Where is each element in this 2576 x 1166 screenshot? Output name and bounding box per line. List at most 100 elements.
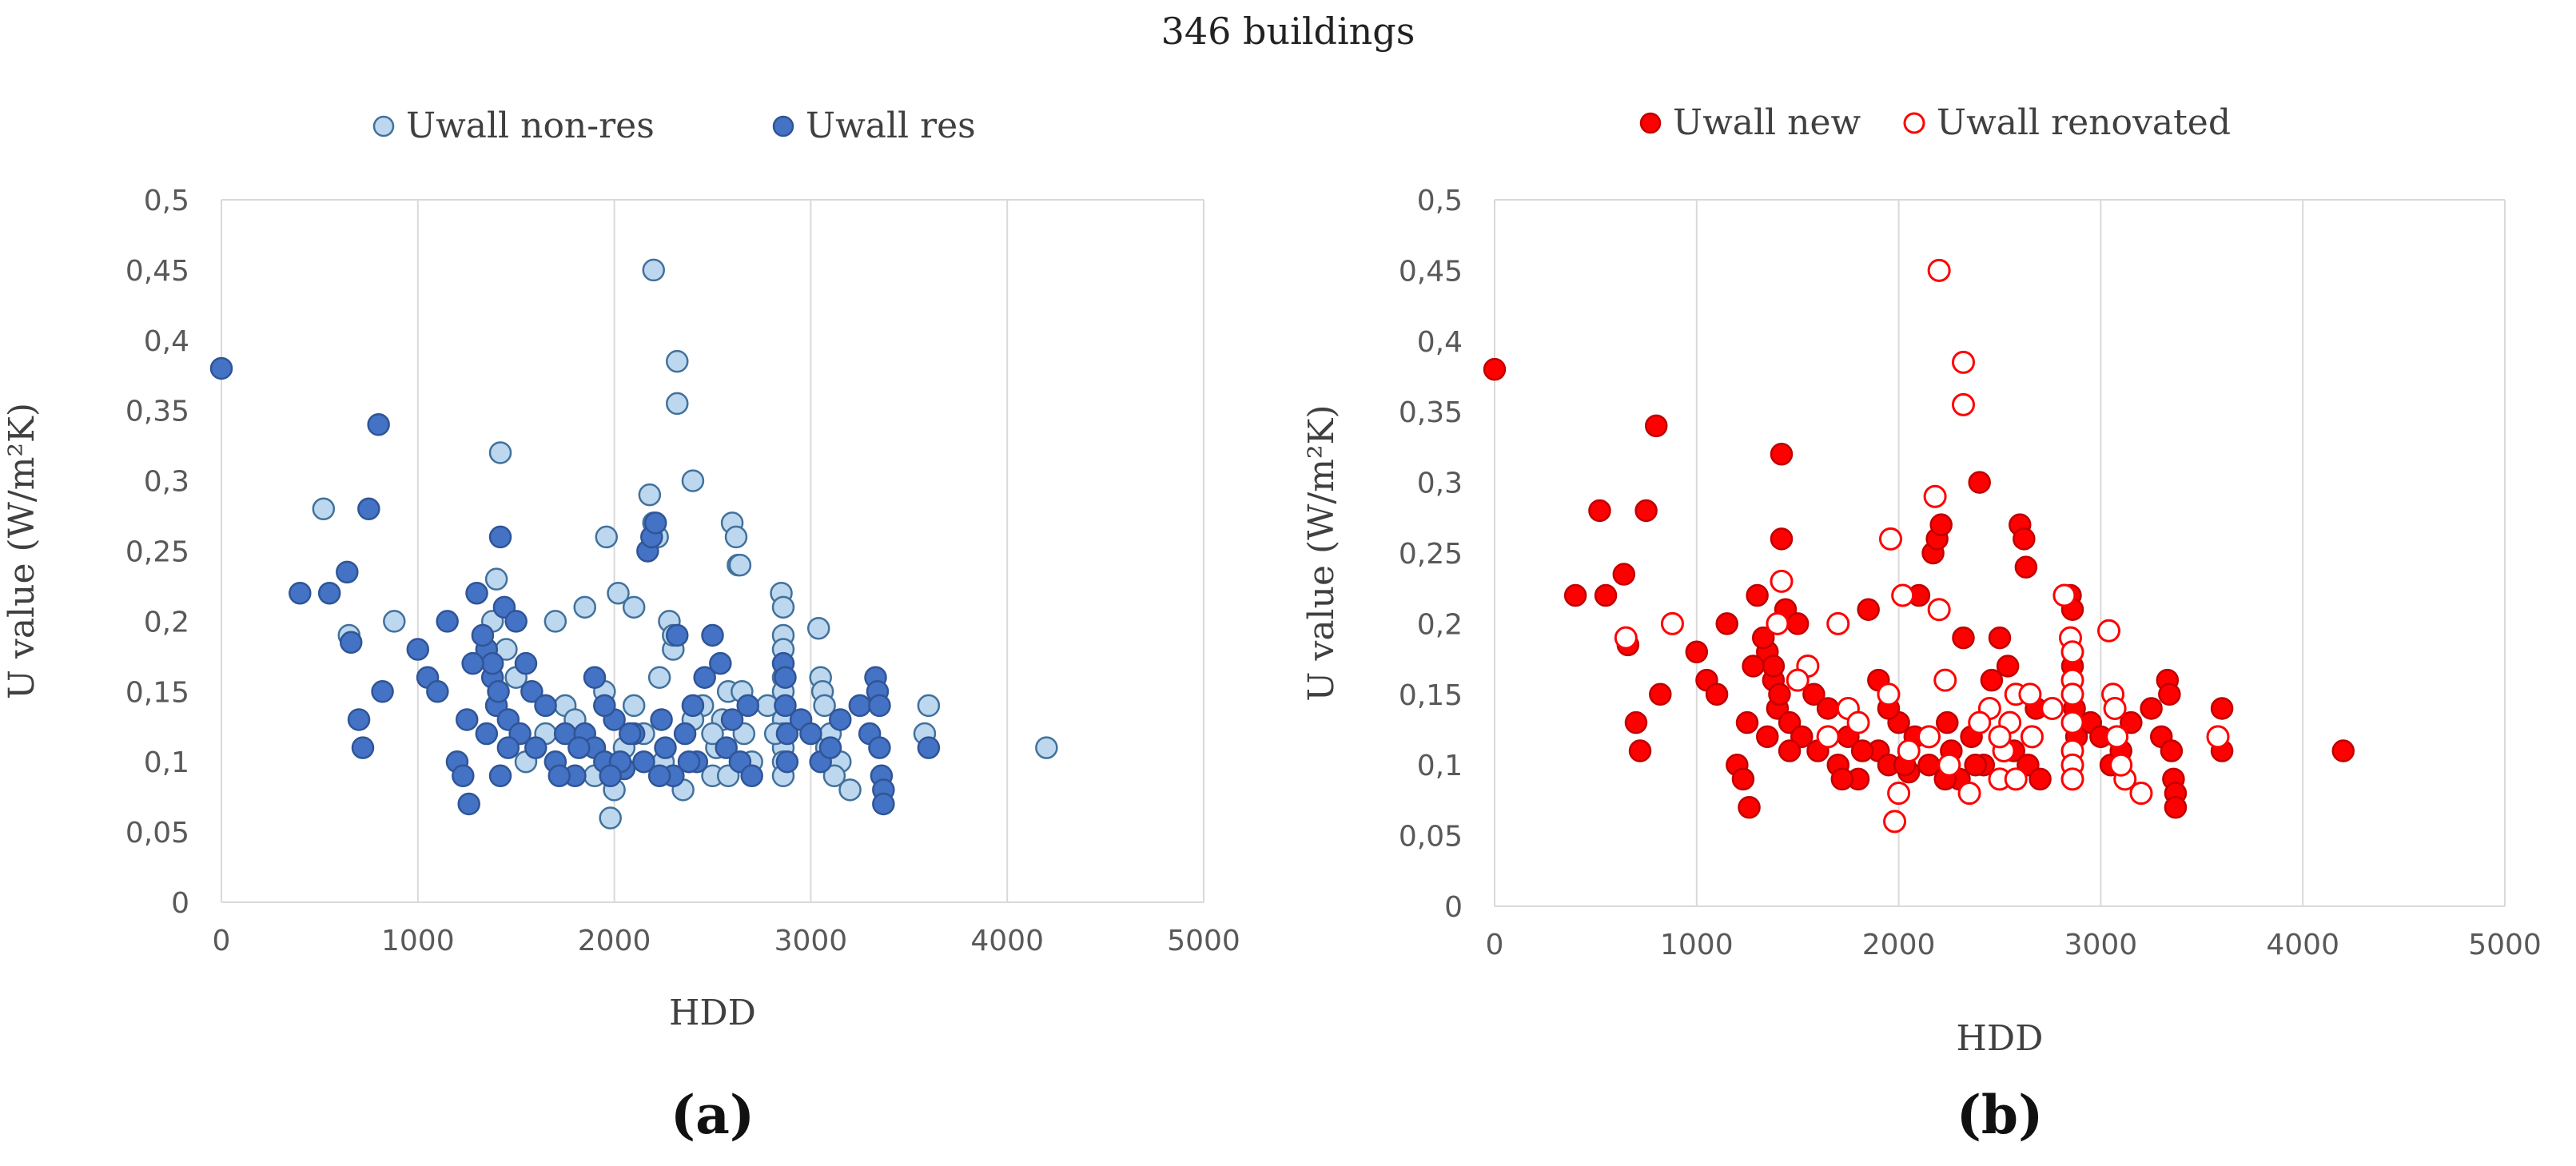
data-point xyxy=(351,736,375,759)
data-point xyxy=(2120,710,2143,734)
data-point xyxy=(607,581,630,605)
data-point xyxy=(709,651,732,675)
data-point xyxy=(488,525,512,549)
data-point xyxy=(2331,739,2355,762)
data-point xyxy=(461,651,484,675)
data-point xyxy=(822,764,846,788)
data-point xyxy=(2206,725,2230,749)
y-tick-label: 0 xyxy=(1444,891,1463,924)
legend-label: Uwall res xyxy=(806,105,976,146)
data-point xyxy=(2164,795,2188,819)
data-point xyxy=(487,680,510,703)
data-point xyxy=(209,356,233,380)
data-point xyxy=(1952,626,1975,650)
data-point xyxy=(2210,697,2234,720)
data-point xyxy=(622,694,646,718)
data-point xyxy=(1705,682,1729,706)
data-point xyxy=(775,750,799,774)
data-point xyxy=(475,722,499,746)
data-point xyxy=(1735,710,1759,734)
data-point xyxy=(1612,563,1636,586)
x-axis-title: HDD xyxy=(1957,1018,2044,1059)
y-tick-label: 0,45 xyxy=(1399,255,1463,288)
data-point xyxy=(1770,527,1794,551)
data-point xyxy=(1968,471,1991,494)
data-point xyxy=(514,651,538,675)
x-tick-label: 3000 xyxy=(774,925,848,957)
legend-marker xyxy=(1903,112,1925,134)
data-point xyxy=(436,610,459,633)
data-point xyxy=(740,764,763,788)
data-point xyxy=(593,694,616,718)
data-point xyxy=(573,595,596,619)
data-point xyxy=(1933,668,1957,692)
data-point xyxy=(595,525,619,549)
data-point xyxy=(2140,697,2163,720)
data-point xyxy=(642,258,666,282)
data-point xyxy=(1846,710,1870,734)
data-point xyxy=(643,511,667,535)
data-point xyxy=(1786,668,1810,692)
data-point xyxy=(666,392,689,416)
data-point xyxy=(1964,753,1987,777)
data-point xyxy=(2004,767,2028,791)
data-point xyxy=(524,736,547,759)
data-point xyxy=(799,722,822,746)
data-point xyxy=(1927,258,1951,282)
data-point xyxy=(1891,583,1915,607)
data-point xyxy=(1778,739,1802,762)
data-point xyxy=(838,778,862,802)
y-tick-label: 0 xyxy=(171,887,189,920)
data-point xyxy=(2097,619,2121,643)
data-point xyxy=(2160,739,2184,762)
data-point xyxy=(1830,767,1854,791)
data-point xyxy=(1996,655,2020,678)
data-point xyxy=(1624,710,1648,734)
data-point xyxy=(622,595,646,619)
chart-panel-a: 0 1000 2000 3000 4000 5000 0 0,05 0,1 0,15 0,2 0,25… xyxy=(2,105,1240,1146)
data-point xyxy=(1951,350,1975,374)
data-point xyxy=(1878,527,1902,551)
data-point xyxy=(2103,696,2127,720)
data-point xyxy=(673,722,697,746)
data-point xyxy=(1614,626,1638,650)
data-point xyxy=(701,722,724,746)
data-point xyxy=(1826,611,1850,635)
data-point xyxy=(868,694,891,718)
data-point xyxy=(632,750,655,774)
data-point xyxy=(471,623,495,647)
y-tick-label: 0,15 xyxy=(1399,679,1463,712)
data-point xyxy=(452,764,475,788)
legend-label: Uwall new xyxy=(1673,102,1861,143)
data-point xyxy=(1951,392,1975,416)
legend-marker xyxy=(1639,112,1662,134)
data-point xyxy=(1766,611,1790,635)
data-point xyxy=(1770,442,1794,466)
data-point xyxy=(1770,569,1794,593)
data-point xyxy=(818,736,842,759)
data-point xyxy=(1628,739,1652,762)
data-point xyxy=(383,610,406,633)
data-point xyxy=(371,680,394,703)
data-point xyxy=(583,666,607,689)
data-point xyxy=(317,581,341,605)
data-point xyxy=(720,708,744,731)
data-point xyxy=(647,764,671,788)
data-point xyxy=(666,623,689,647)
data-point xyxy=(736,694,759,718)
data-point xyxy=(1802,682,1825,706)
data-point xyxy=(1644,414,1668,438)
data-point xyxy=(1923,484,1947,508)
data-point xyxy=(2029,767,2052,791)
data-point xyxy=(1883,810,1907,834)
data-point xyxy=(1850,739,1874,762)
panel-label: (b) xyxy=(1957,1084,2044,1146)
data-point xyxy=(1968,710,1992,734)
data-point xyxy=(2060,682,2084,706)
x-tick-label: 5000 xyxy=(1167,925,1240,957)
x-tick-label: 2000 xyxy=(1862,929,1936,961)
x-tick-label: 1000 xyxy=(1660,929,1734,961)
data-point xyxy=(917,694,941,718)
data-point xyxy=(457,792,480,816)
